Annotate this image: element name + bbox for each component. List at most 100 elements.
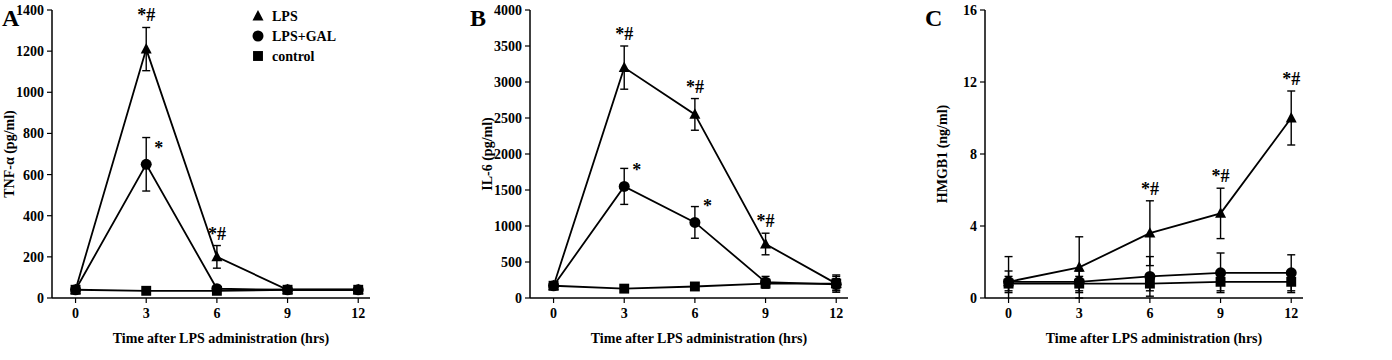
y-tick-label: 4000 xyxy=(494,3,522,18)
panel-letter: C xyxy=(925,5,942,31)
plot-area xyxy=(1003,91,1297,299)
x-tick xyxy=(146,298,147,303)
error-cap xyxy=(1075,290,1083,291)
x-tick xyxy=(1149,298,1150,303)
error-cap xyxy=(762,254,770,255)
x-tick-label: 0 xyxy=(550,306,557,321)
x-axis xyxy=(52,297,370,299)
y-tick xyxy=(47,92,52,93)
marker xyxy=(761,279,771,289)
marker xyxy=(141,43,152,53)
marker xyxy=(831,279,842,290)
legend-marker xyxy=(253,31,264,42)
series-line xyxy=(1009,118,1292,282)
y-tick-label: 1400 xyxy=(16,3,44,18)
error-cap xyxy=(1075,276,1083,277)
error-cap xyxy=(762,232,770,233)
marker xyxy=(141,286,151,296)
x-tick-label: 0 xyxy=(72,306,79,321)
significance: *# xyxy=(757,211,775,231)
error-cap xyxy=(142,190,150,191)
marker xyxy=(689,217,700,228)
annotations: *#*#* xyxy=(137,5,226,243)
marker xyxy=(1286,112,1297,122)
marker xyxy=(1144,227,1155,237)
x-tick xyxy=(694,298,695,303)
marker xyxy=(760,238,771,248)
marker xyxy=(690,282,700,292)
error-cap xyxy=(1217,187,1225,188)
y-tick-label: 1000 xyxy=(494,219,522,234)
error-cap xyxy=(1005,290,1013,291)
marker xyxy=(548,280,559,291)
x-tick-label: 12 xyxy=(1284,306,1298,321)
y-tick xyxy=(47,133,52,134)
x-tick-label: 0 xyxy=(1005,306,1012,321)
x-axis-label: Time after LPS administration (hrs) xyxy=(1046,331,1263,347)
panel: A0200400600800100012001400036912Time aft… xyxy=(2,3,370,347)
marker xyxy=(282,284,293,295)
x-axis-label: Time after LPS administration (hrs) xyxy=(591,331,808,347)
significance: *# xyxy=(1212,166,1230,186)
marker xyxy=(1286,277,1296,287)
marker xyxy=(548,280,559,290)
error-cap xyxy=(620,204,628,205)
marker xyxy=(353,285,363,295)
marker xyxy=(212,286,222,296)
y-tick xyxy=(525,153,530,154)
y-tick xyxy=(525,297,530,298)
error-cap xyxy=(1287,270,1295,271)
error-cap xyxy=(832,274,840,275)
y-axis-label: HMGB1 (ng/ml) xyxy=(935,104,951,203)
error-cap xyxy=(691,98,699,99)
plot-area xyxy=(70,27,364,295)
error-cap xyxy=(1217,290,1225,291)
x-tick-label: 6 xyxy=(691,306,698,321)
annotations: *#*#*# xyxy=(1141,69,1300,199)
legend-label: LPS+GAL xyxy=(272,29,336,44)
error-cap xyxy=(1287,292,1295,293)
y-tick-label: 0 xyxy=(515,291,522,306)
y-tick-label: 1200 xyxy=(16,44,44,59)
x-tick-label: 3 xyxy=(1076,306,1083,321)
significance: *# xyxy=(137,5,155,25)
y-tick-label: 12 xyxy=(963,75,977,90)
marker xyxy=(70,284,81,294)
marker xyxy=(71,285,81,295)
y-tick-label: 400 xyxy=(23,209,44,224)
significance: * xyxy=(632,160,641,180)
marker xyxy=(689,108,700,118)
y-tick xyxy=(525,225,530,226)
error-bar xyxy=(1217,273,1225,291)
x-tick-label: 9 xyxy=(284,306,291,321)
error-cap xyxy=(1075,270,1083,271)
y-tick-label: 1000 xyxy=(16,85,44,100)
y-tick xyxy=(980,153,985,154)
x-tick xyxy=(75,298,76,303)
error-cap xyxy=(1217,292,1225,293)
y-tick xyxy=(980,81,985,82)
y-tick xyxy=(525,9,530,10)
error-cap xyxy=(1005,292,1013,293)
y-tick xyxy=(525,261,530,262)
y-tick-label: 0 xyxy=(970,291,977,306)
legend: LPSLPS+GALcontrol xyxy=(253,9,337,64)
x-tick-label: 12 xyxy=(351,306,365,321)
y-tick-label: 0 xyxy=(37,291,44,306)
significance: *# xyxy=(1141,179,1159,199)
error-cap xyxy=(142,137,150,138)
panel-letter: B xyxy=(470,5,486,31)
y-tick xyxy=(47,256,52,257)
error-cap xyxy=(620,168,628,169)
marker xyxy=(353,284,364,295)
marker xyxy=(760,277,771,288)
y-tick xyxy=(980,225,985,226)
error-cap xyxy=(1075,236,1083,237)
y-tick xyxy=(47,9,52,10)
error-cap xyxy=(1146,296,1154,297)
error-bar xyxy=(1075,276,1083,290)
error-cap xyxy=(142,70,150,71)
marker xyxy=(619,181,630,192)
y-tick-label: 200 xyxy=(23,250,44,265)
error-bar xyxy=(832,275,840,292)
